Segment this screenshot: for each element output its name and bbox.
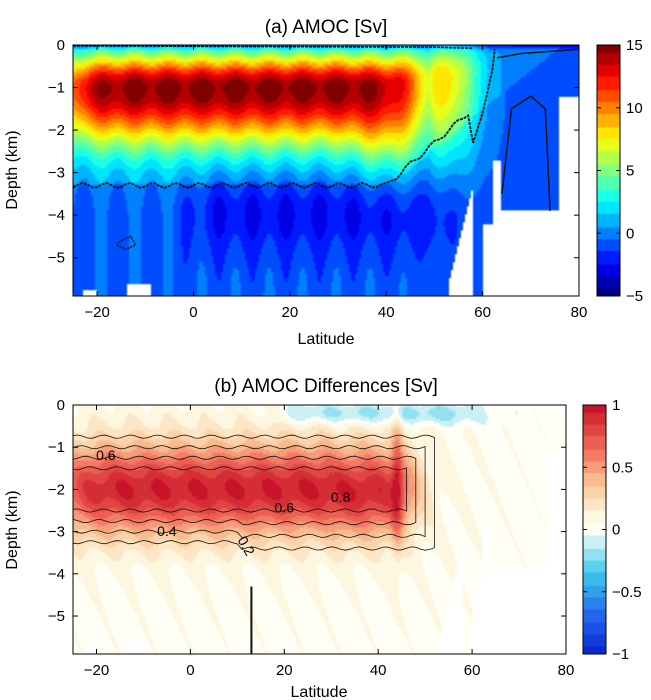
panel-a-x-axis-label: Latitude bbox=[298, 331, 355, 348]
panel-a-y-axis-label: Depth (km) bbox=[4, 130, 21, 209]
panel-a-x-tick-label: 40 bbox=[378, 304, 395, 321]
panel-b-contour-label: 0.8 bbox=[331, 489, 351, 505]
panel-a-ticks: −20 0 20 40 60 80 0 −1 −2 −3 −4 −5 bbox=[48, 37, 587, 321]
panel-b-contours bbox=[73, 434, 435, 654]
panel-a-nordic-contour bbox=[501, 95, 551, 211]
panel-a-field bbox=[73, 45, 579, 296]
panel-b-colorbar-tick-label: 1 bbox=[612, 397, 620, 414]
panel-b-x-tick-label: 60 bbox=[464, 662, 481, 679]
panel-b-colorbar-tick-label: −0.5 bbox=[612, 584, 642, 601]
panel-b-contour-labels: 0.60.60.80.40.2 bbox=[96, 447, 350, 559]
panel-a-colorbar-tick-label: 10 bbox=[626, 100, 643, 117]
panel-a-x-tick-label: 80 bbox=[571, 304, 588, 321]
panel-b-y-tick-label: −2 bbox=[48, 481, 65, 498]
panel-a-x-tick-label: 0 bbox=[189, 304, 197, 321]
panel-b-ticks: −20 0 20 40 60 80 0 −1 −2 −3 −4 −5 bbox=[48, 397, 574, 679]
panel-b-x-tick-label: 20 bbox=[276, 662, 293, 679]
panel-a-y-tick-label: −2 bbox=[48, 122, 65, 139]
panel-b-colorbar-ticks: 1 0.5 0 −0.5 −1 bbox=[583, 397, 642, 663]
panel-a-y-tick-label: −4 bbox=[48, 207, 65, 224]
panel-b: (b) AMOC Differences [Sv] −20 0 20 40 60 800−… bbox=[4, 376, 642, 700]
panel-b-contour-label: 0.4 bbox=[157, 523, 177, 539]
panel-a-x-tick-label: 20 bbox=[282, 304, 299, 321]
panel-b-y-tick-label: −3 bbox=[48, 524, 65, 541]
panel-a-colorbar-ticks: 15 10 5 0 −5 bbox=[597, 37, 643, 305]
panel-a-y-tick-label: −5 bbox=[48, 250, 65, 267]
panel-a-plot-area bbox=[73, 45, 579, 296]
panel-b-x-tick-label: 40 bbox=[370, 662, 387, 679]
panel-a-y-tick-label: 0 bbox=[57, 37, 65, 54]
panel-b-x-tick-label: 80 bbox=[558, 662, 575, 679]
panel-a: (a) AMOC [Sv] −20 0 20 40 60 80 0 −1 −2 −3 −4 −5 La… bbox=[4, 17, 643, 348]
panel-b-field bbox=[73, 405, 566, 654]
panel-b-title: (b) AMOC Differences [Sv] bbox=[214, 376, 438, 397]
panel-b-x-tick-label: −20 bbox=[84, 662, 109, 679]
panel-a-colorbar-tick-label: 5 bbox=[626, 163, 634, 180]
panel-b-plot-area bbox=[73, 405, 566, 654]
panel-b-axes-frame bbox=[72, 404, 567, 655]
panel-b-colorbar-tick-label: −1 bbox=[612, 646, 629, 663]
panel-a-title: (a) AMOC [Sv] bbox=[265, 17, 387, 38]
panel-b-colorbar-tick-label: 0.5 bbox=[612, 459, 633, 476]
panel-b-colorbar-tick-label: 0 bbox=[612, 522, 620, 539]
panel-a-north-contour bbox=[496, 48, 579, 59]
panel-a-small-cell-contour bbox=[115, 235, 137, 251]
panel-a-x-tick-label: 60 bbox=[474, 304, 491, 321]
panel-b-contour-0.4 bbox=[73, 445, 426, 538]
panel-b-contour-0.8 bbox=[73, 466, 407, 513]
panel-a-axes-frame bbox=[72, 44, 580, 297]
panel-b-y-tick-label: −1 bbox=[48, 439, 65, 456]
panel-a-y-tick-label: −1 bbox=[48, 80, 65, 97]
panel-b-contour-label: 0.6 bbox=[275, 500, 295, 516]
panel-a-zero-contour bbox=[73, 49, 496, 189]
panel-a-colorbar-tick-label: 15 bbox=[626, 37, 643, 54]
panel-a-colorbar bbox=[597, 45, 620, 296]
panel-b-contour-0.2 bbox=[73, 434, 435, 551]
panel-a-colorbar-tick-label: 0 bbox=[626, 225, 634, 242]
panel-a-colorbar-tick-label: −5 bbox=[626, 288, 643, 305]
panel-b-x-axis-label: Latitude bbox=[291, 684, 348, 700]
panel-b-contour-label: 0.6 bbox=[96, 447, 116, 463]
panel-b-x-tick-label: 0 bbox=[186, 662, 194, 679]
panel-a-y-tick-label: −3 bbox=[48, 165, 65, 182]
panel-b-contour-0.6 bbox=[73, 455, 417, 526]
panel-a-x-tick-label: −20 bbox=[84, 304, 109, 321]
panel-b-y-tick-label: −4 bbox=[48, 566, 65, 583]
panel-b-y-tick-label: 0 bbox=[57, 397, 65, 414]
panel-b-y-tick-label: −5 bbox=[48, 608, 65, 625]
panel-b-y-axis-label: Depth (km) bbox=[4, 490, 21, 569]
panel-b-colorbar bbox=[583, 405, 606, 654]
